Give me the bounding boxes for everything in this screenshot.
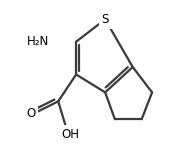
Text: O: O (27, 107, 36, 120)
Text: S: S (102, 13, 109, 26)
Text: OH: OH (61, 128, 79, 141)
Text: H₂N: H₂N (27, 35, 49, 48)
